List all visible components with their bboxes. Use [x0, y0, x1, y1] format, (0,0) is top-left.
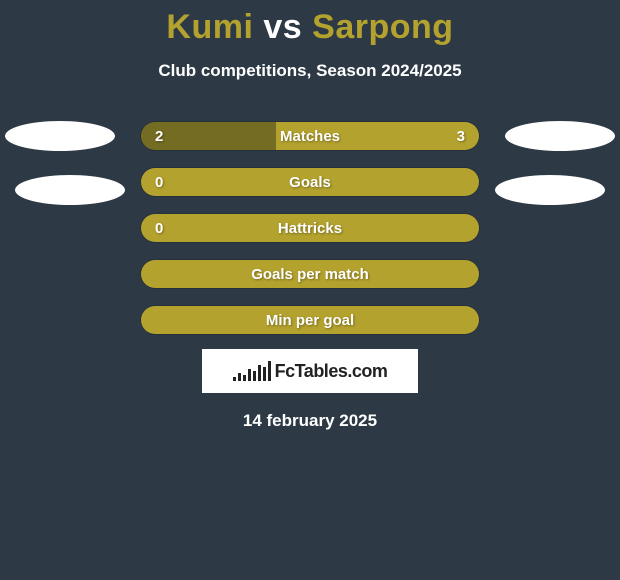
stat-row-goals-per-match: Goals per match [140, 259, 480, 289]
stat-fill-right [141, 306, 479, 334]
logo-bars-icon [233, 361, 271, 381]
stat-row-min-per-goal: Min per goal [140, 305, 480, 335]
title-player-left: Kumi [166, 8, 253, 46]
stat-fill-left [141, 122, 276, 150]
stat-fill-right [141, 214, 479, 242]
page-title: Kumi vs Sarpong [0, 0, 620, 47]
player-photo-left-2 [15, 175, 125, 205]
stat-row-hattricks: Hattricks0 [140, 213, 480, 243]
player-photo-right-2 [495, 175, 605, 205]
stat-row-matches: Matches23 [140, 121, 480, 151]
date-text: 14 february 2025 [0, 411, 620, 431]
player-photo-left-1 [5, 121, 115, 151]
stat-fill-right [276, 122, 479, 150]
comparison-chart: Matches23 Goals0 Hattricks0 Goals per match… [0, 121, 620, 341]
stat-row-goals: Goals0 [140, 167, 480, 197]
stat-fill-right [141, 168, 479, 196]
fctables-logo: FcTables.com [202, 349, 418, 393]
player-photo-right-1 [505, 121, 615, 151]
stat-fill-right [141, 260, 479, 288]
title-player-right: Sarpong [312, 8, 453, 46]
title-vs: vs [263, 8, 302, 46]
logo-text: FcTables.com [275, 361, 388, 382]
subtitle: Club competitions, Season 2024/2025 [0, 61, 620, 81]
